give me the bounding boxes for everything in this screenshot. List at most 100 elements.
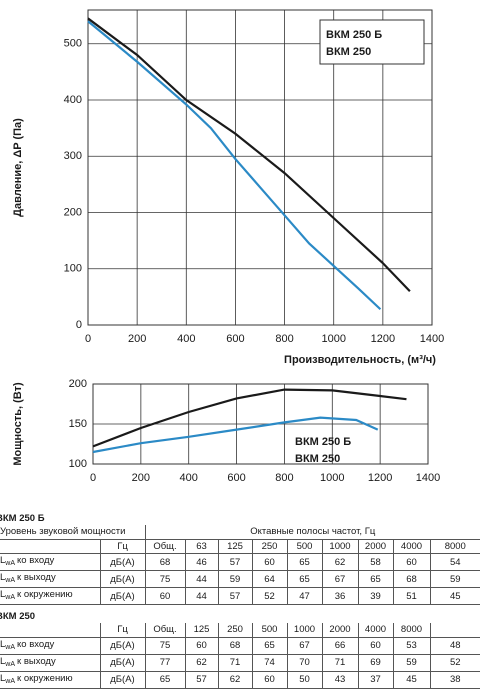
header-row: Уровень звуковой мощности Октавные полосы…: [0, 525, 481, 540]
data-row: LwA ко входу дБ(A) 75 60 68 65 67 66 60 53 48: [0, 637, 480, 655]
column-header: Гц: [99, 539, 145, 554]
y-tick-label: 300: [64, 150, 82, 162]
value-cell: 45: [429, 587, 481, 605]
x-tick-label: 1200: [368, 472, 392, 484]
value-cell: 57: [217, 553, 252, 571]
data-row: LwA к окружению дБ(A) 60 44 57 52 47 36 39 51 45: [0, 587, 481, 605]
label-subscript: wA: [5, 677, 16, 685]
column-header: 250: [217, 623, 252, 638]
x-tick-label: 400: [177, 333, 195, 345]
empty-cell: [0, 539, 100, 554]
x-tick-label: 200: [132, 472, 150, 484]
value-cell: 60: [251, 671, 287, 689]
x-tick-label: 0: [85, 333, 91, 345]
column-header: 8000: [429, 539, 481, 554]
value-cell: 64: [251, 570, 287, 588]
value-cell: 50: [286, 671, 322, 689]
column-header: 125: [217, 539, 252, 554]
row-label: LwA к окружению: [0, 671, 100, 689]
value-cell: 68: [217, 637, 252, 655]
column-header: 250: [251, 539, 287, 554]
x-tick-label: 1000: [321, 333, 345, 345]
value-cell: 60: [357, 637, 393, 655]
y-tick-label: 100: [64, 263, 82, 275]
label-text: к выходу: [17, 572, 56, 583]
table-title: ВКМ 250: [0, 611, 36, 622]
y-tick-label: 100: [69, 458, 87, 470]
series-line: [87, 20, 382, 311]
plot-frame: [92, 383, 429, 465]
label-symbol: L: [0, 638, 6, 650]
label-text: к окружению: [17, 589, 73, 600]
value-cell: 69: [357, 654, 393, 672]
unit-cell: дБ(A): [99, 637, 145, 655]
value-cell: 47: [286, 587, 322, 605]
column-header: Общ.: [144, 623, 185, 638]
value-cell: 44: [184, 587, 218, 605]
header-cell: Октавные полосы частот, Гц: [144, 525, 481, 540]
value-cell: 59: [217, 570, 252, 588]
legend-box: [319, 19, 425, 65]
value-cell: 59: [429, 570, 481, 588]
columns-row: Гц Общ. 125 250 500 1000 2000 4000 8000: [0, 623, 480, 638]
legend-entry: ВКМ 250: [326, 46, 371, 58]
column-header: 125: [184, 623, 218, 638]
x-tick-label: 1000: [320, 472, 344, 484]
value-cell: 52: [251, 587, 287, 605]
value-cell: 44: [184, 570, 218, 588]
y-axis-title: Давление, ΔP (Па): [12, 118, 24, 217]
value-cell: 53: [392, 637, 430, 655]
value-cell: 67: [286, 637, 322, 655]
value-cell: 62: [217, 671, 252, 689]
label-subscript: wA: [5, 643, 16, 651]
y-tick-label: 500: [64, 38, 82, 50]
table: Уровень звуковой мощности Октавные полосы…: [0, 525, 481, 605]
value-cell: 36: [321, 587, 358, 605]
value-cell: 57: [217, 587, 252, 605]
value-cell: 59: [392, 654, 430, 672]
y-tick-label: 0: [76, 319, 82, 331]
column-header: Общ.: [144, 539, 185, 554]
column-header: 500: [286, 539, 322, 554]
y-tick-label: 150: [69, 418, 87, 430]
x-tick-label: 0: [90, 472, 96, 484]
legend-entry: ВКМ 250 Б: [326, 29, 382, 41]
label-subscript: wA: [5, 660, 16, 668]
value-cell: 46: [184, 553, 218, 571]
column-header: 500: [251, 623, 287, 638]
value-cell: 67: [321, 570, 358, 588]
row-label: LwA ко входу: [0, 637, 100, 655]
x-tick-label: 1200: [371, 333, 395, 345]
value-cell: 65: [286, 553, 322, 571]
value-cell: 62: [184, 654, 218, 672]
value-cell: 62: [321, 553, 358, 571]
column-header: Гц: [99, 623, 145, 638]
value-cell: 65: [144, 671, 185, 689]
row-label: LwA к выходу: [0, 570, 100, 588]
label-subscript: wA: [5, 560, 16, 567]
value-cell: 58: [357, 553, 393, 571]
column-header: 2000: [357, 539, 393, 554]
x-tick-label: 400: [180, 472, 198, 484]
x-tick-label: 200: [128, 333, 146, 345]
value-cell: 75: [144, 570, 185, 588]
y-axis-title: Мощность, (Вт): [12, 382, 24, 466]
column-header: 4000: [357, 623, 393, 638]
row-label: LwA к выходу: [0, 654, 100, 672]
value-cell: 65: [286, 570, 322, 588]
unit-cell: дБ(A): [99, 671, 145, 689]
row-label: LwA к окружению: [0, 587, 100, 605]
x-tick-label: 1400: [416, 472, 440, 484]
label-text: ко входу: [17, 555, 55, 566]
sound-table: ВКМ 250ГцОбщ.1252505001000200040008000Lw…: [0, 610, 480, 689]
value-cell: 38: [429, 671, 480, 689]
x-tick-label: 600: [227, 472, 245, 484]
value-cell: 48: [429, 637, 480, 655]
x-tick-label: 800: [275, 472, 293, 484]
empty-cell: [0, 623, 100, 638]
value-cell: 52: [429, 654, 480, 672]
value-cell: 71: [321, 654, 358, 672]
series-line: [87, 17, 411, 293]
label-subscript: wA: [5, 577, 16, 584]
